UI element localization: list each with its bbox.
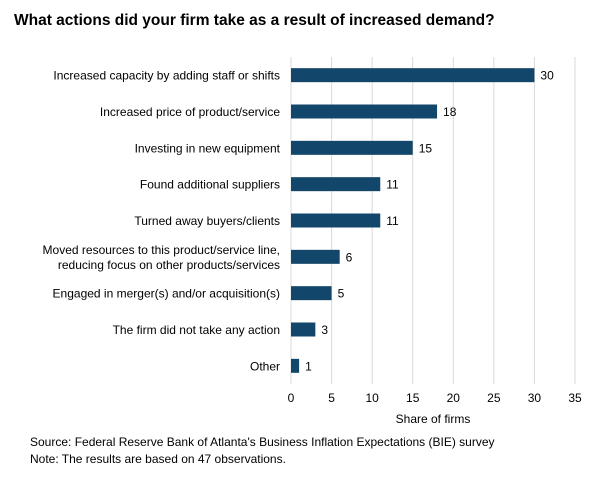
- bar: [291, 322, 316, 337]
- data-label: 1: [305, 359, 312, 373]
- category-label: Turned away buyers/clients: [134, 214, 280, 228]
- x-axis-label: Share of firms: [396, 412, 471, 426]
- bar: [291, 104, 438, 119]
- category-label: The firm did not take any action: [113, 323, 280, 337]
- bar: [291, 177, 381, 192]
- data-label: 6: [346, 250, 353, 264]
- source-note: Source: Federal Reserve Bank of Atlanta'…: [30, 435, 495, 449]
- x-tick-label: 10: [365, 391, 379, 405]
- data-label: 3: [321, 323, 328, 337]
- data-label: 5: [338, 287, 345, 301]
- category-label: Found additional suppliers: [140, 178, 280, 192]
- data-label: 30: [540, 69, 554, 83]
- data-label: 11: [386, 214, 399, 228]
- bar: [291, 249, 340, 264]
- category-label: Increased price of product/service: [100, 105, 280, 119]
- category-label: Other: [250, 359, 280, 373]
- bar: [291, 213, 381, 228]
- chart-title: What actions did your firm take as a res…: [14, 12, 495, 29]
- data-label: 11: [386, 178, 399, 192]
- bar: [291, 286, 332, 301]
- x-tick-label: 20: [447, 391, 461, 405]
- category-label: Increased capacity by adding staff or sh…: [53, 69, 280, 83]
- observation-note: Note: The results are based on 47 observ…: [30, 452, 286, 466]
- x-tick-label: 35: [568, 391, 582, 405]
- bar: [291, 140, 413, 155]
- data-label: 15: [419, 141, 433, 155]
- x-tick-label: 25: [487, 391, 501, 405]
- bar: [291, 358, 300, 373]
- category-label: Investing in new equipment: [135, 141, 281, 155]
- category-label: Moved resources to this product/service …: [43, 243, 280, 272]
- bar: [291, 68, 535, 83]
- x-tick-label: 15: [406, 391, 420, 405]
- x-tick-label: 0: [288, 391, 295, 405]
- data-label: 18: [443, 105, 457, 119]
- x-tick-label: 30: [528, 391, 542, 405]
- category-label: Engaged in merger(s) and/or acquisition(…: [53, 287, 280, 301]
- x-tick-label: 5: [328, 391, 335, 405]
